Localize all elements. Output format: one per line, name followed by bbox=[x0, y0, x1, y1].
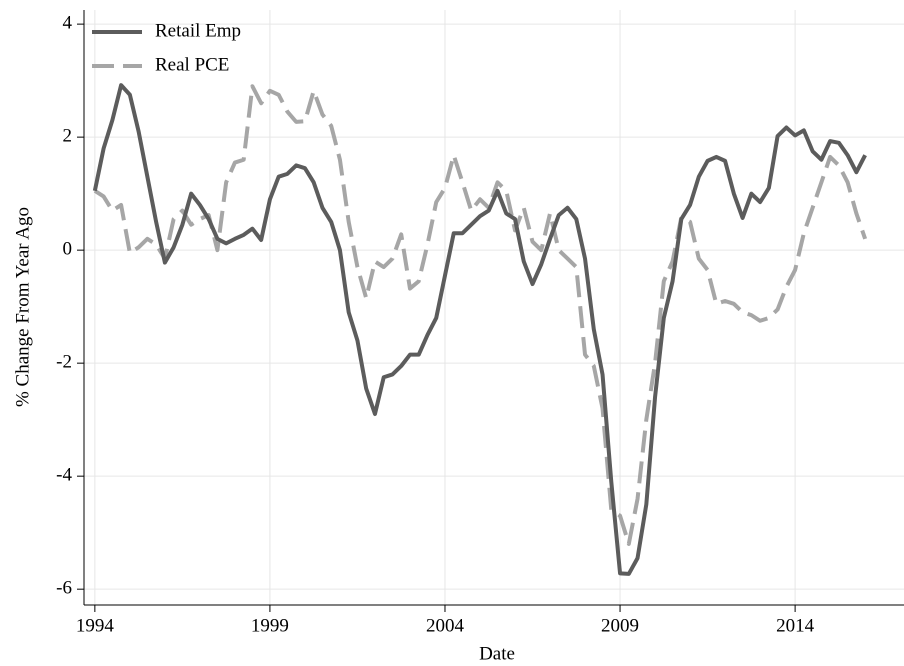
y-tick-label: -4 bbox=[56, 465, 72, 486]
x-tick-label: 2009 bbox=[601, 615, 639, 636]
y-tick-label: -2 bbox=[56, 352, 72, 373]
y-tick-label: 0 bbox=[63, 239, 73, 260]
y-tick-label: 2 bbox=[63, 125, 73, 146]
y-axis-label: % Change From Year Ago bbox=[12, 207, 33, 407]
legend-label: Retail Emp bbox=[155, 20, 241, 41]
x-tick-label: 2004 bbox=[426, 615, 465, 636]
data-line bbox=[93, 84, 868, 546]
legend-label: Real PCE bbox=[155, 54, 229, 75]
x-tick-label: 1999 bbox=[251, 615, 289, 636]
y-tick-label: -6 bbox=[56, 578, 72, 599]
y-tick-label: 4 bbox=[63, 12, 73, 33]
x-tick-label: 1994 bbox=[76, 615, 115, 636]
x-tick-label: 2014 bbox=[776, 615, 815, 636]
x-axis-label: Date bbox=[479, 643, 515, 664]
data-line bbox=[92, 83, 867, 576]
